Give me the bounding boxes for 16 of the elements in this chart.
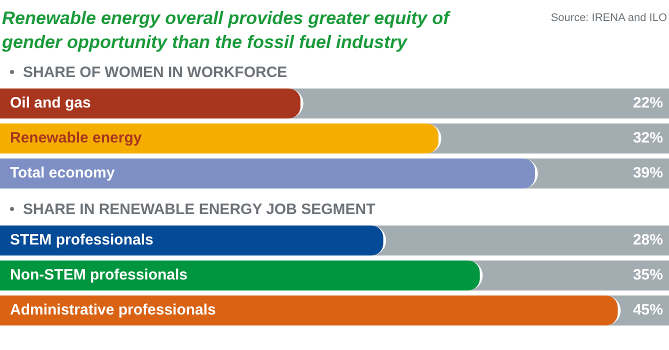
chart-subtitle: SHARE OF WOMEN IN WORKFORCE: [23, 64, 288, 80]
chart-title: Renewable energy overall provides greater equity of gender opportunity than the fossil fuel industry: [1, 7, 452, 54]
data-label: 39%: [632, 164, 663, 182]
category-label: Administrative professionals: [10, 302, 216, 319]
category-label: Non-STEM professionals: [10, 266, 188, 284]
category-label: Total economy: [10, 164, 115, 182]
category-label: Renewable energy: [10, 130, 142, 147]
data-label: 35%: [632, 266, 663, 284]
chart-subtitle: SHARE IN RENEWABLE ENERGY JOB SEGMENT: [23, 200, 376, 218]
data-label: 45%: [632, 302, 663, 319]
data-label: 22%: [632, 94, 663, 112]
data-label: 32%: [632, 130, 663, 147]
category-label: STEM professionals: [10, 232, 154, 249]
data-label: 28%: [632, 232, 663, 249]
source-note: Source: IRENA and ILO: [550, 12, 667, 24]
category-label: Oil and gas: [10, 94, 91, 112]
